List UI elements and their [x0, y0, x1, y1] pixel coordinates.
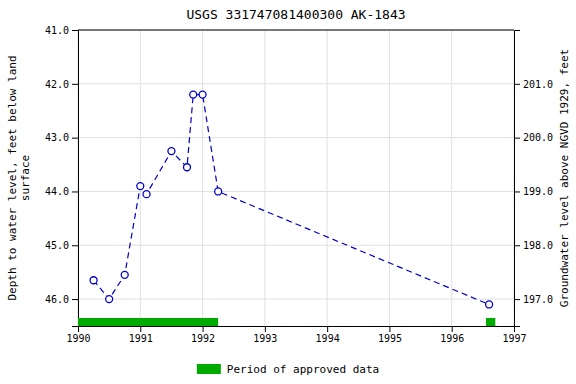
data-point — [90, 277, 97, 284]
y2-axis-line — [515, 31, 521, 327]
title: USGS 331747081400300 AK-1843 — [186, 7, 405, 22]
y2-axis-title: Groundwater level above NGVD 1929, feet — [558, 49, 571, 307]
x-axis-tick-label: 1990 — [66, 333, 90, 344]
y2-axis-tick-label: 200.0 — [523, 132, 553, 143]
y-axis-tick-label: 46.0 — [45, 294, 69, 305]
y-axis-tick-label: 41.0 — [45, 25, 69, 36]
grid-line-y — [78, 137, 514, 138]
x-axis-tick-label: 1994 — [316, 333, 340, 344]
legend-label: Period of approved data — [227, 363, 379, 376]
y2-axis-tick-mark — [514, 191, 520, 192]
x-axis-tick: 1995 — [378, 326, 402, 344]
x-axis-tick: 1994 — [316, 326, 340, 344]
y2-axis-tick-label: 199.0 — [523, 186, 553, 197]
y2-axis-tick-label: 198.0 — [523, 240, 553, 251]
y2-axis-tick-label: 197.0 — [523, 294, 553, 305]
data-point — [121, 271, 128, 278]
legend: Period of approved data — [197, 363, 379, 376]
y-axis-tick: 41.0 — [45, 25, 78, 36]
grid-line-y — [78, 83, 514, 84]
y-axis-tick-label: 43.0 — [45, 132, 69, 143]
y-axis-tick: 46.0 — [45, 294, 78, 305]
y-axis-tick: 44.0 — [45, 186, 78, 197]
y2-axis-tick: 197.0 — [514, 294, 553, 305]
y-axis-tick-mark — [72, 30, 78, 31]
grid-line-x — [389, 30, 390, 326]
approved-period — [486, 318, 495, 326]
data-point — [106, 296, 113, 303]
y-axis-tick-label: 42.0 — [45, 79, 69, 90]
y-axis-tick: 43.0 — [45, 132, 78, 143]
data-point — [143, 191, 150, 198]
x-axis-tick-mark — [327, 326, 328, 332]
y2-axis-tick: 200.0 — [514, 132, 553, 143]
grid-line-y — [78, 245, 514, 246]
y-axis-tick-mark — [72, 245, 78, 246]
chart: 1990 1991 1992 1993 1994 1995 1996 1997 41.0 42.0… — [0, 0, 576, 384]
x-axis-tick: 1990 — [66, 326, 90, 344]
y2-axis-tick: 201.0 — [514, 79, 553, 90]
y-axis-tick-mark — [72, 191, 78, 192]
x-axis-tick: 1997 — [502, 326, 526, 344]
x-axis-tick-label: 1991 — [129, 333, 153, 344]
y2-axis-tick-label: 201.0 — [523, 79, 553, 90]
data-point — [199, 91, 206, 98]
x-axis-tick: 1993 — [253, 326, 277, 344]
grid-line-x — [202, 30, 203, 326]
data-point — [215, 188, 222, 195]
y2-axis-tick: 199.0 — [514, 186, 553, 197]
x-axis-tick: 1996 — [440, 326, 464, 344]
grid-line-x — [451, 30, 452, 326]
y-axis-tick-mark — [72, 299, 78, 300]
plot: 1990 1991 1992 1993 1994 1995 1996 1997 41.0 42.0… — [45, 25, 553, 344]
x-axis-tick-label: 1997 — [502, 333, 526, 344]
data-point — [190, 91, 197, 98]
y2-axis-tick-mark — [514, 245, 520, 246]
y-axis-tick-label: 44.0 — [45, 186, 69, 197]
data-point — [184, 164, 191, 171]
x-axis-tick-mark — [389, 326, 390, 332]
grid-line-y — [78, 299, 514, 300]
y2-axis-tick: 198.0 — [514, 240, 553, 251]
y-axis-tick-mark — [72, 84, 78, 85]
y-axis-tick-label: 45.0 — [45, 240, 69, 251]
y-axis-title: Depth to water level, feet below landsur… — [6, 55, 32, 300]
legend-swatch — [197, 364, 221, 374]
data-point — [486, 301, 493, 308]
x-axis-tick-mark — [452, 326, 453, 332]
frame-top — [78, 30, 514, 31]
grid-line-x — [327, 30, 328, 326]
grid-line-x — [140, 30, 141, 326]
y2-axis: 197.0 198.0 199.0 200.0 201.0 — [514, 31, 553, 327]
x-axis-tick-mark — [203, 326, 204, 332]
x-axis-tick-label: 1992 — [191, 333, 215, 344]
y-axis-tick-mark — [72, 138, 78, 139]
data-point — [168, 148, 175, 155]
grid — [78, 30, 514, 326]
x-axis-line — [79, 327, 515, 333]
x-axis-tick-label: 1995 — [378, 333, 402, 344]
x-axis-tick-mark — [140, 326, 141, 332]
y2-axis-tick-mark — [514, 299, 520, 300]
marks — [78, 91, 495, 326]
y2-axis-tick-mark — [514, 138, 520, 139]
y-axis-line — [72, 31, 79, 327]
y2-axis-tick-mark — [514, 84, 520, 85]
y-axis: 41.0 42.0 43.0 44.0 45.0 46.0 — [45, 25, 79, 327]
data-point — [137, 183, 144, 190]
y-axis-tick: 42.0 — [45, 79, 78, 90]
grid-line-y — [78, 30, 514, 31]
data-line — [94, 95, 490, 305]
legend-item: Period of approved data — [197, 363, 379, 376]
x-axis-tick-label: 1996 — [440, 333, 464, 344]
grid-line-x — [264, 30, 265, 326]
x-axis-tick-label: 1993 — [253, 333, 277, 344]
x-axis-tick: 1991 — [129, 326, 153, 344]
y-axis-tick: 45.0 — [45, 240, 78, 251]
approved-period — [78, 318, 218, 326]
x-axis-tick-mark — [265, 326, 266, 332]
x-axis: 1990 1991 1992 1993 1994 1995 1996 1997 — [66, 326, 526, 344]
x-axis-tick: 1992 — [191, 326, 215, 344]
